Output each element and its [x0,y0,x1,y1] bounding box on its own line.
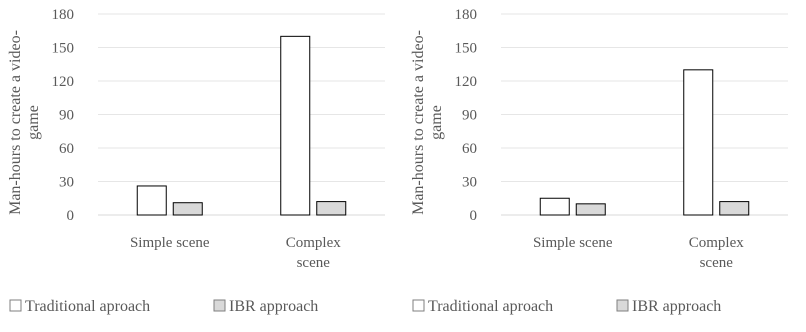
chart-0-y-axis-label-line: Man-hours to create a video- [7,30,24,215]
chart-0-bar-1-1 [316,201,347,216]
chart-left: 0 30 60 90 120 150 180 Man-hours to create a vi… [0,0,403,327]
chart-1-category-label: Complex scene [689,235,744,271]
chart-0-bar-0-1 [280,35,311,216]
chart-1-ytick-label: 0 [470,208,478,224]
chart-1-legend-label-0: Traditional aproach [428,298,553,315]
chart-1-legend-swatch-1 [616,299,629,312]
chart-1-ytick-label: 30 [462,175,477,191]
chart-0-ytick-label: 0 [67,208,75,224]
chart-0-ytick-label: 150 [52,41,75,57]
chart-0-category-label-line: scene [297,255,331,271]
chart-1-y-axis-label: Man-hours to create a video-game [410,30,445,215]
chart-1-ytick-label: 60 [462,141,477,157]
chart-0-category-label: Simple scene [130,235,210,251]
chart-right-svg: 0 30 60 90 120 150 180 Man-hours to create a vi… [410,7,788,315]
chart-1-category-label-line: scene [700,255,734,271]
chart-1-ytick-label: 150 [455,41,478,57]
chart-1-legend-swatch-0 [412,299,425,312]
chart-1-ytick-label: 90 [462,108,477,124]
chart-0-category-label-line: Simple scene [130,235,210,251]
chart-1-bar-0-1 [683,69,714,216]
chart-0-ytick-label: 30 [59,175,74,191]
chart-0-ytick-label: 180 [52,7,75,23]
chart-0-ytick-label: 60 [59,141,74,157]
chart-0-legend-swatch-1 [213,299,226,312]
chart-0-ytick-label: 90 [59,108,74,124]
chart-right: 0 30 60 90 120 150 180 Man-hours to create a vi… [403,0,806,327]
chart-0-y-axis-label: Man-hours to create a video-game [7,30,42,215]
chart-0-category-label-line: Complex [286,235,341,251]
chart-1-category-label-line: Simple scene [533,235,613,251]
chart-1-category-label: Simple scene [533,235,613,251]
chart-0-bar-1-0 [172,202,203,216]
chart-left-svg: 0 30 60 90 120 150 180 Man-hours to create a vi… [7,7,385,315]
chart-1-legend-label-1: IBR approach [632,298,721,315]
chart-1-ytick-label: 180 [455,7,478,23]
chart-0-legend-label-0: Traditional aproach [25,298,150,315]
chart-1-category-label-line: Complex [689,235,744,251]
chart-0-bar-0-0 [136,185,167,216]
chart-1-ytick-label: 120 [455,74,478,90]
chart-0-ytick-label: 120 [52,74,75,90]
chart-1-y-axis-label-line: game [428,105,445,140]
chart-1-bar-1-0 [575,203,606,216]
chart-0-legend-label-1: IBR approach [229,298,318,315]
chart-1-y-axis-label-line: Man-hours to create a video- [410,30,427,215]
chart-0-y-axis-label-line: game [25,105,42,140]
chart-1-bar-1-1 [719,201,750,216]
chart-0-category-label: Complex scene [286,235,341,271]
chart-0-legend-swatch-0 [9,299,22,312]
chart-1-bar-0-0 [539,197,570,216]
